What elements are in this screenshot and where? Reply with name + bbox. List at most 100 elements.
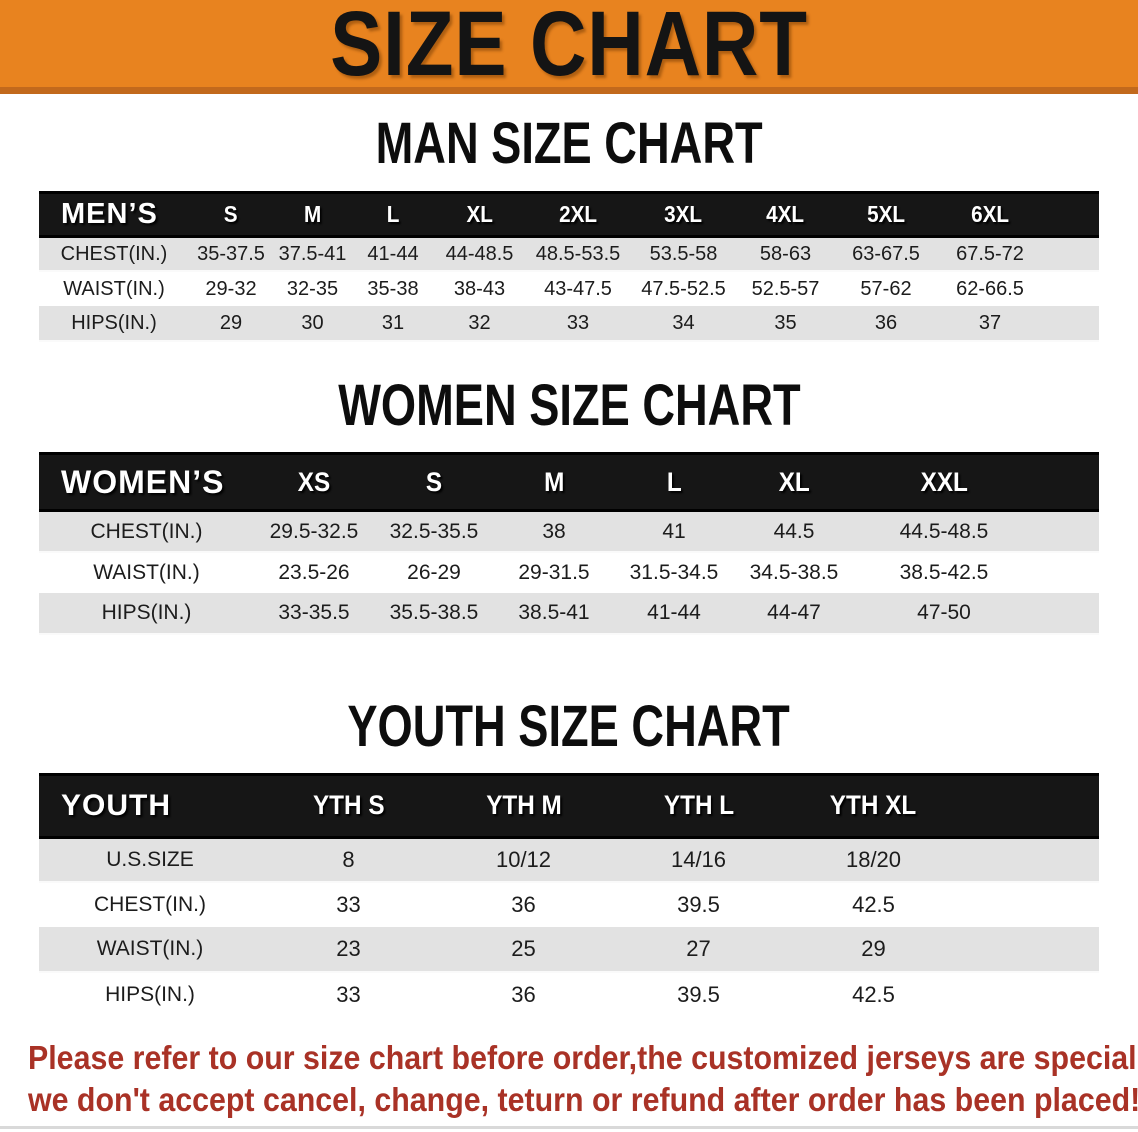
men-chest-value: 48.5-53.5 [535,242,621,265]
youth-header-row: YOUTH YTH S YTH M YTH L YTH XL [39,772,1099,839]
youth-ussize-row-label: U.S.SIZE [106,847,194,871]
women-size-col-l: L [614,452,734,513]
youth-waist-value: 23 [336,936,361,962]
spacer-cell [961,882,1099,927]
women-size-col-xxl-label: XXL [920,466,968,497]
women-size-col-s-label: S [425,466,443,497]
women-size-col-l-label: L [666,466,682,497]
footer-note: Please refer to our size chart before or… [0,1037,1138,1121]
women-waist-value: 31.5-34.5 [629,560,719,584]
women-size-col-xl-label: XL [778,466,810,497]
men-section-heading-text: MAN SIZE CHART [375,111,763,176]
spacer-cell [961,972,1099,1017]
spacer-cell [961,837,1099,882]
men-waist-value: 35-38 [367,277,419,300]
men-waist-row-label: WAIST(IN.) [63,277,165,300]
youth-size-col-xl: YTH XL [786,772,961,839]
men-size-col-4xl-label: 4XL [766,200,805,227]
men-size-col-l: L [352,190,434,238]
women-size-col-xxl: XXL [854,452,1034,513]
women-waist-value: 26-29 [407,560,461,584]
men-waist-value: 38-43 [453,277,506,300]
youth-waist-row: WAIST(IN.) 23 25 27 29 [39,927,1099,973]
youth-section-heading: YOUTH SIZE CHART [0,693,1138,759]
spacer-cell [1043,190,1099,238]
youth-chest-value: 42.5 [852,892,895,918]
women-chest-value: 38 [542,519,566,543]
women-chest-value: 41 [662,519,686,543]
men-hips-value: 36 [874,311,898,334]
men-waist-value: 57-62 [860,277,912,300]
spacer-cell [961,927,1099,972]
women-size-col-m-label: M [543,466,565,497]
women-waist-value: 38.5-42.5 [899,560,989,584]
youth-ussize-value: 8 [342,846,355,872]
youth-hips-value: 39.5 [677,982,720,1008]
women-size-col-s: S [374,452,494,513]
men-size-col-3xl: 3XL [631,190,736,238]
youth-hips-value: 33 [336,982,361,1008]
men-chest-row-label: CHEST(IN.) [60,242,168,265]
men-size-col-3xl-label: 3XL [664,200,703,227]
women-section-heading-text: WOMEN SIZE CHART [337,373,801,439]
men-size-col-m-label: M [303,200,322,227]
men-size-col-2xl: 2XL [525,190,631,238]
youth-waist-row-label: WAIST(IN.) [96,937,204,961]
banner-title: SIZE CHART [330,0,808,95]
men-size-col-5xl: 5XL [835,190,937,238]
men-size-col-s-label: S [224,200,238,227]
men-waist-value: 29-32 [205,277,257,300]
youth-size-col-l-label: YTH L [663,790,734,821]
men-hips-value: 33 [566,311,590,334]
footer-note-line2: we don't accept cancel, change, teturn o… [28,1081,1138,1119]
spacer-cell [1034,552,1099,593]
youth-size-table: YOUTH YTH S YTH M YTH L YTH XL U.S.SIZE … [39,772,1099,1018]
men-table-title: MEN’S [39,190,189,238]
footer-note-line1: Please refer to our size chart before or… [28,1039,1138,1077]
men-section-heading: MAN SIZE CHART [0,111,1138,176]
women-hips-value: 38.5-41 [518,600,590,624]
women-size-col-xs-label: XS [297,466,331,497]
youth-section-heading-text: YOUTH SIZE CHART [347,693,791,759]
youth-waist-value: 27 [686,936,711,962]
women-size-col-xs: XS [254,452,374,513]
women-hips-value: 33-35.5 [278,600,350,624]
youth-chest-value: 39.5 [677,892,720,918]
men-chest-value: 41-44 [367,242,419,265]
men-chest-row: CHEST(IN.) 35-37.5 37.5-41 41-44 44-48.5… [39,236,1099,272]
banner: SIZE CHART [0,0,1138,94]
men-hips-value: 32 [468,311,491,334]
men-chest-value: 53.5-58 [649,242,718,265]
spacer-cell [1034,452,1099,513]
spacer-cell [1043,306,1099,341]
youth-table-title: YOUTH [39,772,261,839]
women-size-col-xl: XL [734,452,854,513]
youth-size-col-m-label: YTH M [485,790,562,821]
men-hips-value: 30 [301,311,324,334]
men-size-col-2xl-label: 2XL [559,200,597,227]
women-waist-value: 34.5-38.5 [749,560,839,584]
men-size-col-6xl: 6XL [937,190,1043,238]
youth-ussize-value: 18/20 [845,846,902,872]
youth-hips-value: 36 [511,982,536,1008]
women-chest-value: 44.5-48.5 [899,519,989,543]
men-hips-value: 31 [381,311,405,334]
youth-size-col-s: YTH S [261,772,436,839]
youth-size-col-xl-label: YTH XL [830,790,917,821]
men-size-col-xl: XL [434,190,525,238]
women-hips-value: 35.5-38.5 [389,600,479,624]
men-chest-value: 58-63 [759,242,812,265]
women-size-table: WOMEN’S XS S M L XL XXL CHEST(IN.) 29.5-… [39,452,1099,635]
men-size-col-6xl-label: 6XL [971,200,1009,227]
women-waist-value: 29-31.5 [518,560,590,584]
women-hips-value: 41-44 [647,600,701,624]
women-waist-row-label: WAIST(IN.) [93,560,200,584]
youth-hips-value: 42.5 [852,982,895,1008]
men-waist-value: 47.5-52.5 [641,277,726,300]
youth-size-col-l: YTH L [611,772,786,839]
men-chest-value: 44-48.5 [445,242,514,265]
men-chest-value: 67.5-72 [956,242,1024,265]
women-size-col-m: M [494,452,614,513]
men-chest-value: 35-37.5 [197,242,265,265]
youth-chest-row-label: CHEST(IN.) [94,893,206,917]
